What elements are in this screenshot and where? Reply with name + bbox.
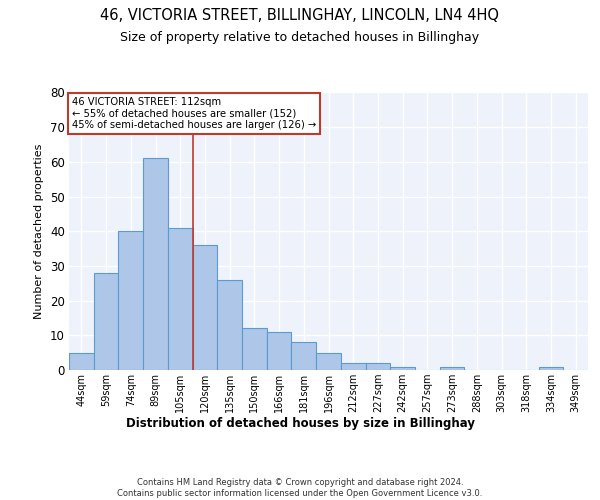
Bar (118, 231, 143, 370)
Bar (390, 366, 415, 370)
Bar (217, 280, 242, 370)
Bar (341, 363, 365, 370)
Text: Distribution of detached houses by size in Billinghay: Distribution of detached houses by size … (125, 418, 475, 430)
Bar (316, 352, 341, 370)
Bar (365, 363, 390, 370)
Text: Contains HM Land Registry data © Crown copyright and database right 2024.
Contai: Contains HM Land Registry data © Crown c… (118, 478, 482, 498)
Bar (292, 342, 316, 370)
Bar (539, 366, 563, 370)
Bar (94, 273, 118, 370)
Text: Size of property relative to detached houses in Billinghay: Size of property relative to detached ho… (121, 31, 479, 44)
Bar (193, 245, 217, 370)
Bar (69, 352, 94, 370)
Bar (440, 366, 464, 370)
Bar (168, 228, 193, 370)
Bar (143, 158, 168, 370)
Bar (267, 332, 292, 370)
Text: 46, VICTORIA STREET, BILLINGHAY, LINCOLN, LN4 4HQ: 46, VICTORIA STREET, BILLINGHAY, LINCOLN… (101, 8, 499, 22)
Bar (242, 328, 267, 370)
Text: 46 VICTORIA STREET: 112sqm
← 55% of detached houses are smaller (152)
45% of sem: 46 VICTORIA STREET: 112sqm ← 55% of deta… (71, 96, 316, 130)
Y-axis label: Number of detached properties: Number of detached properties (34, 144, 44, 319)
